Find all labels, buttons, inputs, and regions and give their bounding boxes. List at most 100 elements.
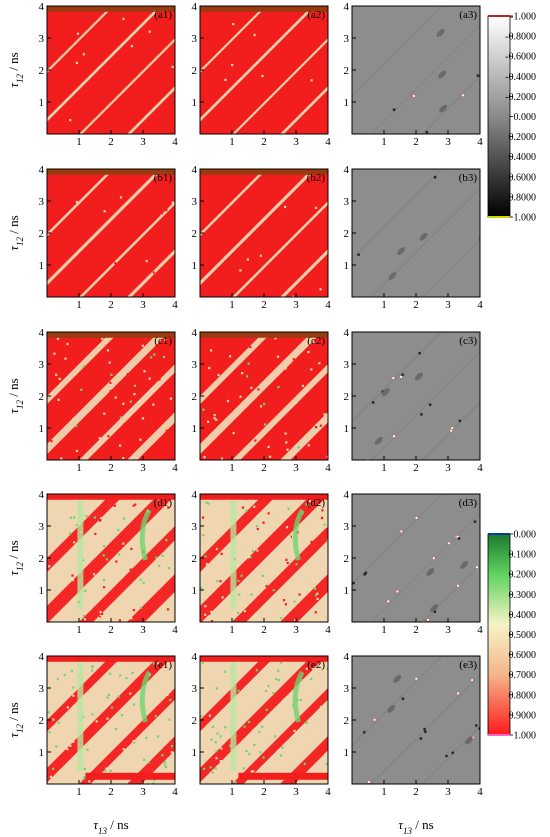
speckle (209, 610, 213, 613)
speckle (283, 377, 287, 380)
speckle (55, 512, 58, 515)
diff-dot (458, 476, 461, 479)
faint-diagonal (370, 350, 480, 460)
speckle (201, 516, 205, 519)
speckle (122, 17, 125, 20)
speckle (56, 678, 59, 681)
y-tick-label: 3 (39, 33, 45, 45)
diff-dot (456, 584, 460, 588)
speckle (170, 455, 173, 458)
speckle (316, 264, 319, 267)
speckle (205, 501, 208, 504)
speckle (108, 361, 111, 364)
speckle (297, 573, 300, 576)
diff-dot (423, 730, 427, 734)
speckle (158, 564, 161, 567)
speckle (102, 579, 106, 582)
speckle (272, 562, 276, 565)
diff-dot (412, 94, 416, 98)
diagonal-band (47, 169, 115, 237)
panel-d2: 1 2 3 4 1 2 3 4 (d2) (192, 489, 332, 636)
speckle (318, 362, 321, 365)
diagonal-band (200, 169, 268, 237)
y-tick-label: 3 (344, 683, 350, 695)
speckle (51, 520, 54, 523)
diagonal-band (127, 736, 175, 784)
diff-dot (339, 759, 342, 762)
y-tick-label: 2 (192, 228, 198, 240)
speckle (119, 573, 122, 576)
speckle (309, 725, 312, 729)
x-tick-label: 3 (293, 136, 299, 148)
y-tick-label: 3 (344, 33, 350, 45)
y-tick-label: 4 (192, 1, 198, 13)
speckle (122, 748, 125, 751)
speckle (152, 782, 155, 784)
speckle (202, 408, 205, 411)
diagonal-band (200, 332, 323, 455)
speckle (297, 369, 300, 373)
speckle (63, 674, 66, 677)
panel-label: (a2) (307, 9, 325, 21)
speckle (292, 358, 295, 361)
speckle (324, 752, 327, 756)
speckle (310, 677, 313, 680)
speckle (129, 590, 132, 593)
speckle (278, 611, 281, 614)
speckle (51, 417, 54, 421)
speckle (321, 509, 324, 512)
speckle (115, 560, 118, 563)
speckle (49, 366, 52, 369)
panel-e2: 1 2 3 4 1 2 3 4 (e2) (192, 651, 332, 798)
speckle (130, 547, 133, 550)
speckle (250, 386, 253, 389)
speckle (155, 345, 158, 348)
speckle (256, 549, 259, 552)
speckle (246, 375, 249, 378)
y-tick-label: 1 (192, 423, 198, 435)
x-tick-label: 1 (229, 136, 235, 148)
diagonal-band (232, 364, 328, 460)
speckle (66, 748, 69, 751)
colorbar-tick-label: 0.2000 (509, 570, 537, 581)
diff-blob (430, 604, 439, 612)
speckle (152, 100, 156, 103)
diff-dot (482, 721, 485, 724)
y-tick-label: 4 (192, 489, 198, 501)
panel-b2: 1 2 3 4 1 2 3 4 (b2) (192, 164, 332, 311)
diagonal-band (232, 526, 328, 622)
speckle (159, 559, 162, 562)
speckle (247, 362, 250, 365)
speckle (150, 356, 153, 359)
speckle (292, 598, 295, 601)
panel-a1: 1 2 3 4 1 2 3 4 (a1) (39, 1, 179, 148)
speckle (202, 534, 205, 537)
panel-c3: 1 2 3 4 1 2 3 4 (c3) (344, 327, 484, 474)
y-tick-label: 4 (192, 327, 198, 339)
speckle (255, 244, 258, 247)
speckle (95, 720, 98, 723)
speckle (301, 589, 304, 592)
x-tick-label: 4 (325, 299, 331, 311)
speckle (69, 744, 72, 747)
speckle (294, 618, 297, 621)
diff-dot (406, 636, 409, 639)
x-tick-label: 4 (325, 136, 331, 148)
speckle (98, 437, 101, 440)
colorbar-difference-gradient (487, 15, 511, 218)
top-strip (200, 656, 328, 662)
speckle (285, 558, 288, 561)
speckle (314, 611, 317, 614)
panel-background (352, 6, 480, 134)
speckle (103, 586, 106, 589)
x-tick-label: 2 (261, 624, 267, 636)
speckle (161, 554, 164, 557)
y-axis-label: τ12 / ns (6, 52, 25, 87)
y-tick-label: 4 (39, 489, 45, 501)
diff-dot (476, 74, 480, 78)
speckle (232, 616, 235, 619)
speckle (257, 388, 260, 391)
speckle (131, 611, 134, 614)
speckle (321, 516, 324, 519)
speckle (53, 352, 56, 355)
